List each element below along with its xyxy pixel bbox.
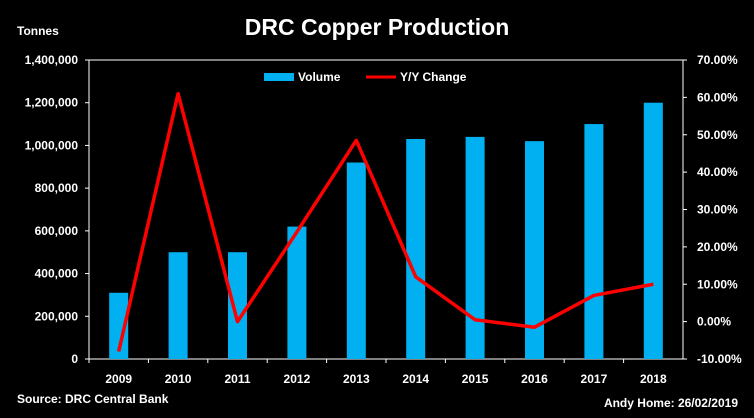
bar-volume-2017 (584, 124, 604, 359)
y-left-tick-label: 400,000 (35, 267, 79, 281)
x-tick-label: 2012 (284, 372, 311, 386)
y-right-axis: -10.00% 0.00% 10.00% 20.00% 30.00% 40.00% 50.0… (683, 53, 742, 366)
bar-volume-2018 (643, 102, 663, 360)
source-note: Source: DRC Central Bank (17, 392, 169, 406)
y-left-tick-label: 200,000 (35, 309, 79, 323)
bar-volume-2011 (228, 252, 247, 359)
legend: Volume Y/Y Change (264, 70, 467, 84)
author-note: Andy Home: 26/02/2019 (604, 396, 738, 410)
y-right-tick-label: 70.00% (697, 53, 738, 67)
bar-series (109, 102, 663, 360)
bar-volume-2012 (287, 226, 307, 359)
x-tick-label: 2013 (343, 372, 370, 386)
legend-label-volume: Volume (298, 70, 341, 84)
x-tick-label: 2011 (224, 372, 250, 386)
y-left-axis-label: Tonnes (17, 24, 59, 38)
legend-label-yy-change: Y/Y Change (400, 70, 467, 84)
y-right-tick-label: 20.00% (697, 240, 738, 254)
y-right-tick-label: 40.00% (697, 165, 738, 179)
bar-volume-2015 (465, 136, 485, 359)
chart-title: DRC Copper Production (245, 14, 510, 40)
x-tick-label: 2018 (640, 372, 667, 386)
legend-swatch-volume (264, 73, 294, 81)
y-left-tick-label: 800,000 (35, 181, 79, 195)
x-tick-label: 2010 (165, 372, 192, 386)
y-left-tick-label: 1,400,000 (25, 53, 79, 67)
y-left-tick-label: 600,000 (35, 224, 79, 238)
y-right-tick-label: 10.00% (697, 277, 738, 291)
y-right-tick-label: 0.00% (697, 315, 731, 329)
y-right-tick-label: -10.00% (697, 352, 742, 366)
x-axis: 2009 2010 2011 2012 2013 2014 2015 2016 2017 2018 (88, 359, 667, 386)
y-left-tick-label: 1,000,000 (25, 138, 79, 152)
y-left-tick-label: 0 (71, 352, 78, 366)
y-right-tick-label: 30.00% (697, 203, 738, 217)
x-tick-label: 2017 (581, 372, 608, 386)
x-tick-label: 2014 (402, 372, 429, 386)
y-right-tick-label: 50.00% (697, 128, 738, 142)
bar-volume-2009 (109, 292, 129, 359)
x-tick-label: 2016 (521, 372, 548, 386)
bar-volume-2010 (168, 252, 188, 359)
bar-volume-2013 (346, 162, 366, 359)
y-left-axis: 0 200,000 400,000 600,000 800,000 1,000,000 1,… (25, 53, 89, 366)
y-left-tick-label: 1,200,000 (25, 96, 79, 110)
x-tick-label: 2009 (105, 372, 132, 386)
bar-volume-2014 (406, 139, 426, 359)
y-right-tick-label: 60.00% (697, 90, 738, 104)
x-tick-label: 2015 (462, 372, 489, 386)
line-series (116, 91, 654, 352)
bar-volume-2016 (525, 141, 544, 359)
line-yy-change (116, 91, 654, 352)
